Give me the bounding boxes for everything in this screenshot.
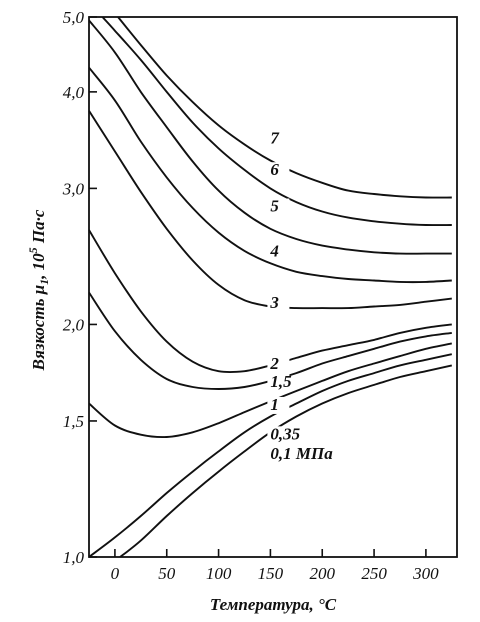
- curve-label: 0,1 МПа: [270, 444, 333, 463]
- curve-label-backdrop: [267, 162, 290, 180]
- y-axis-label-subscript: 1: [37, 279, 51, 285]
- y-axis-ticks: 1,0 1,5 2,0 3,0 4,0 5,0: [62, 8, 97, 567]
- curve-label-backdrop: [267, 295, 290, 313]
- curve-label: 4: [269, 241, 279, 260]
- x-tick-label: 250: [361, 564, 387, 583]
- curve-label-backdrop: [267, 130, 290, 148]
- curve-9: [119, 364, 453, 558]
- x-axis-ticks: 0 50 100 150 200 250 300: [111, 549, 439, 583]
- y-tick-label: 1,0: [63, 548, 85, 567]
- y-axis-label-suffix: , 10: [29, 253, 48, 280]
- y-tick-label: 1,5: [63, 412, 84, 431]
- y-axis-label-unit: Па·с: [29, 209, 48, 247]
- curve-label: 1,5: [270, 372, 292, 391]
- x-tick-label: 50: [158, 564, 176, 583]
- curve-label: 5: [270, 197, 279, 216]
- curve-label: 2: [269, 354, 279, 373]
- curve-label: 3: [269, 293, 279, 312]
- y-axis-label-main: Вязкость μ: [29, 285, 48, 372]
- curve-label-backdrop: [267, 198, 290, 216]
- curve-label-backdrop: [267, 396, 290, 414]
- curve-label: 1: [270, 395, 279, 414]
- curve-label-backdrop: [267, 445, 290, 463]
- curves-group: [88, 16, 453, 558]
- y-tick-label: 5,0: [63, 8, 85, 27]
- y-tick-label: 2,0: [63, 315, 85, 334]
- curve-label: 6: [270, 160, 279, 179]
- curve-3: [88, 67, 452, 284]
- x-axis-label: Температура, °С: [210, 595, 337, 614]
- curve-8: [88, 353, 453, 558]
- curve-2: [88, 19, 452, 255]
- curve-labels-group: 7 6 5 4 3 21,5 1 0,350,1 МПа: [267, 128, 333, 463]
- y-axis-label-exponent: 5: [26, 247, 40, 253]
- y-tick-label: 4,0: [63, 83, 85, 102]
- curve-label-backdrop: [267, 243, 290, 261]
- curve-label: 7: [270, 128, 280, 147]
- y-tick-label: 3,0: [62, 179, 85, 198]
- curve-label-backdrop: [267, 373, 290, 391]
- curve-label-backdrop: [267, 356, 290, 374]
- curve-1: [101, 16, 452, 227]
- x-tick-label: 150: [258, 564, 284, 583]
- curve-label-backdrop: [267, 426, 290, 444]
- curve-label: 0,35: [270, 424, 300, 443]
- x-tick-label: 0: [111, 564, 120, 583]
- y-axis-label: Вязкость μ1, 105 Па·с: [26, 209, 51, 371]
- x-tick-label: 200: [309, 564, 335, 583]
- plot-frame: [88, 16, 458, 558]
- x-tick-label: 100: [206, 564, 232, 583]
- x-tick-label: 300: [412, 564, 439, 583]
